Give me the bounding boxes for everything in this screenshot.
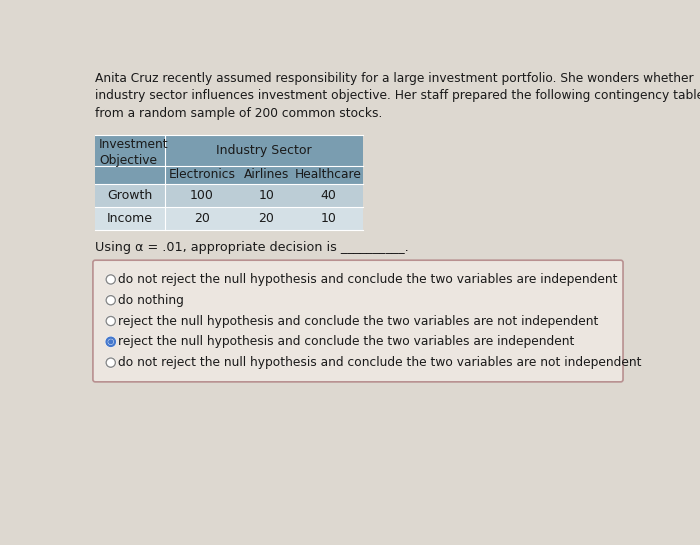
Circle shape bbox=[106, 316, 116, 326]
Text: reject the null hypothesis and conclude the two variables are independent: reject the null hypothesis and conclude … bbox=[118, 335, 575, 348]
Text: do not reject the null hypothesis and conclude the two variables are not indepen: do not reject the null hypothesis and co… bbox=[118, 356, 642, 369]
Text: 10: 10 bbox=[321, 212, 337, 225]
Text: reject the null hypothesis and conclude the two variables are not independent: reject the null hypothesis and conclude … bbox=[118, 314, 599, 328]
Text: 20: 20 bbox=[258, 212, 274, 225]
Text: Income: Income bbox=[107, 212, 153, 225]
Text: Electronics: Electronics bbox=[168, 168, 235, 181]
Text: Anita Cruz recently assumed responsibility for a large investment portfolio. She: Anita Cruz recently assumed responsibili… bbox=[95, 71, 700, 119]
Text: 20: 20 bbox=[194, 212, 210, 225]
Bar bbox=[95, 207, 363, 230]
Text: 100: 100 bbox=[190, 189, 214, 202]
Text: do nothing: do nothing bbox=[118, 294, 184, 307]
Bar bbox=[95, 135, 363, 184]
Text: 10: 10 bbox=[258, 189, 274, 202]
Text: Investment
Objective: Investment Objective bbox=[99, 138, 169, 167]
Text: 40: 40 bbox=[321, 189, 337, 202]
Circle shape bbox=[106, 295, 116, 305]
Circle shape bbox=[106, 337, 116, 347]
Circle shape bbox=[106, 358, 116, 368]
Circle shape bbox=[108, 340, 113, 344]
Text: Growth: Growth bbox=[108, 189, 153, 202]
Text: Industry Sector: Industry Sector bbox=[216, 143, 312, 156]
Circle shape bbox=[108, 340, 113, 344]
Bar bbox=[95, 184, 363, 207]
Text: Airlines: Airlines bbox=[244, 168, 289, 181]
Text: do not reject the null hypothesis and conclude the two variables are independent: do not reject the null hypothesis and co… bbox=[118, 273, 618, 286]
Text: Healthcare: Healthcare bbox=[295, 168, 362, 181]
FancyBboxPatch shape bbox=[93, 260, 623, 382]
Text: Using α = .01, appropriate decision is __________.: Using α = .01, appropriate decision is _… bbox=[95, 241, 409, 254]
Circle shape bbox=[106, 337, 116, 347]
Circle shape bbox=[106, 275, 116, 284]
